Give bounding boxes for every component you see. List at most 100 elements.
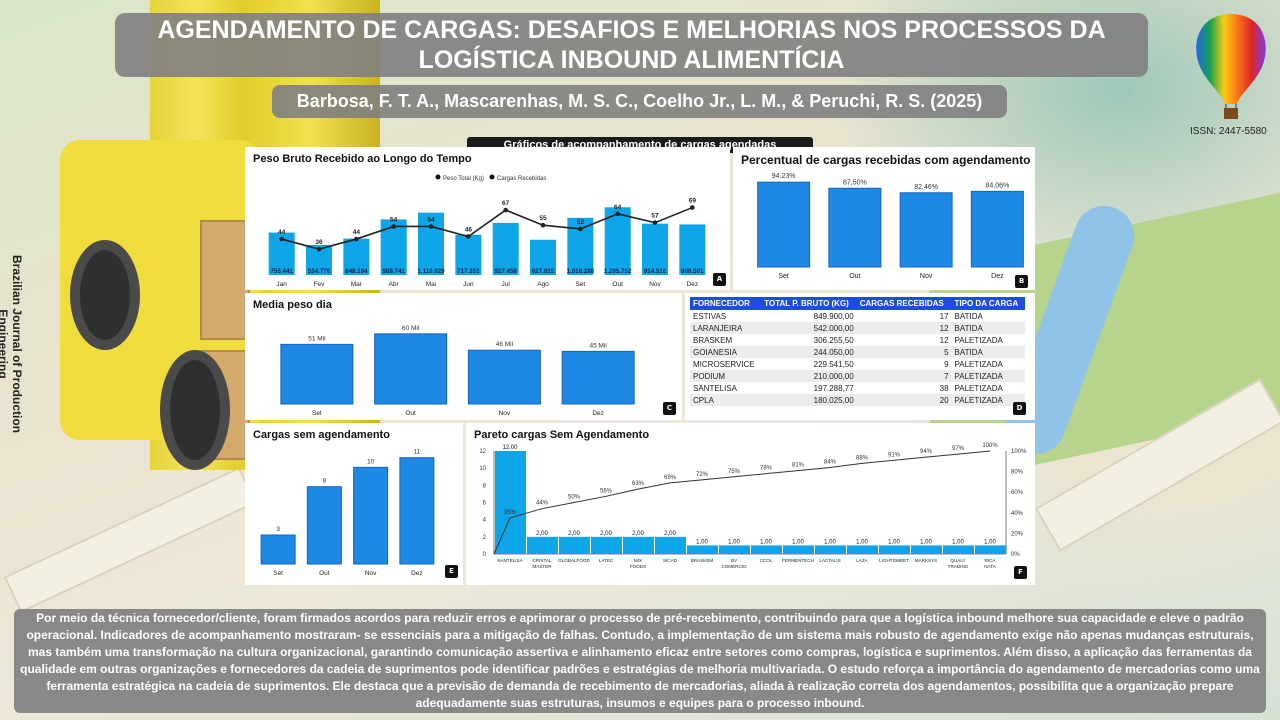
table-cell: 180.025,00 [761, 394, 857, 406]
cumulative-label: 84% [824, 459, 837, 465]
table-cell: 244.050,00 [761, 346, 857, 358]
bar-value-label: 2,00 [600, 531, 612, 537]
y2-tick-label: 60% [1011, 490, 1024, 496]
cumulative-label: 88% [856, 455, 869, 461]
cumulative-label: 81% [792, 463, 805, 469]
table-cell: 12 [856, 322, 952, 334]
x-tick-label: Out [849, 273, 860, 280]
legend-label: Peso Total (Kg) [443, 176, 484, 182]
chart-c-title: Media peso dia [253, 299, 332, 311]
x-tick-label: Dez [991, 273, 1004, 280]
bar-set [757, 181, 811, 268]
table-header-cell[interactable]: TIPO DA CARGA [951, 297, 1025, 310]
cumulative-label: 91% [888, 452, 901, 458]
panel-tag-b: B [1015, 275, 1028, 288]
bar-out [306, 486, 342, 565]
line-value-label: 44 [278, 229, 286, 236]
line-point [428, 224, 434, 229]
x-tick-label: Nov [365, 570, 377, 577]
x-tick-label: Out [405, 410, 416, 417]
y2-tick-label: 0% [1011, 552, 1020, 558]
table-row: PODIUM 210.000,00 7 PALETIZADA [690, 370, 1025, 382]
table-cell: 7 [856, 370, 952, 382]
x-tick-label: LAZA [856, 558, 868, 563]
cumulative-label: 94% [920, 449, 933, 455]
journal-name: Brazilian Journal of Production Engineer… [0, 254, 24, 433]
table-cell: BRASKEM [693, 335, 733, 345]
x-tick-label: LATEC [599, 558, 614, 563]
x-tick-label: CRISTAL [532, 558, 552, 563]
bar-jun [455, 234, 482, 275]
x-tick-label: Nov [499, 410, 511, 417]
bar-value-label: 1,00 [696, 539, 708, 545]
bar-value-label: 989.741 [382, 268, 405, 275]
summary-text: Por meio da técnica fornecedor/cliente, … [14, 609, 1266, 713]
forklift-wheel [160, 350, 230, 470]
bar-value-label: 1,00 [888, 539, 900, 545]
table-cell: CPLA [690, 394, 762, 406]
table-header-cell[interactable]: FORNECEDOR [690, 297, 762, 310]
supplier-table: FORNECEDOR TOTAL P. BRUTO (KG) CARGAS RECE… [690, 297, 1025, 406]
line-value-label: 64 [614, 204, 622, 211]
bar-value-label: 648.194 [345, 268, 368, 275]
bar-dez [399, 457, 435, 565]
table-cell: 17 [939, 311, 949, 321]
table-row: MICROSERVICE 229.541,50 9 PALETIZADA [690, 358, 1025, 370]
cumulative-label: 50% [568, 495, 581, 501]
x-tick-label: LACTALIS [819, 558, 840, 563]
x-tick-label: GLOBALFOOD [558, 558, 590, 563]
table-row: BRASKEM 306.255,50 12 PALETIZADA [690, 334, 1025, 346]
bar-nov [467, 349, 541, 405]
bar-value-label: 1,00 [984, 539, 996, 545]
bar-value-label: 2,00 [632, 531, 644, 537]
bar-value-label: 1,00 [824, 539, 836, 545]
bar-nov [899, 192, 953, 268]
bar-laza [847, 545, 878, 554]
bar-value-label: 717.351 [457, 268, 480, 275]
x-tick-label: SICAD [663, 558, 678, 563]
bar-value-label: 1.205.752 [604, 268, 632, 275]
bar-mai [418, 212, 444, 275]
line-value-label: 36 [315, 239, 323, 246]
bar-value-label: 927.458 [494, 268, 517, 275]
cumulative-label: 78% [760, 466, 773, 472]
bar-sicad [655, 536, 686, 554]
table-cell: 20 [856, 394, 952, 406]
hot-air-balloon-logo [1196, 14, 1266, 119]
x-tick-label: Out [319, 570, 330, 577]
bar-santelisa [495, 451, 526, 554]
bar-value-label: 1,00 [792, 539, 804, 545]
line-point [652, 220, 658, 225]
cumulative-label: 35% [504, 510, 517, 516]
line-value-label: 46 [465, 227, 473, 234]
table-header-cell[interactable]: CARGAS RECEBIDAS [856, 297, 952, 310]
line-point [316, 246, 322, 252]
line-point [690, 205, 695, 210]
line-point [540, 222, 546, 228]
table-header-cell[interactable]: TOTAL P. BRUTO (KG) [761, 297, 857, 310]
page-title: AGENDAMENTO DE CARGAS: DESAFIOS E MELHOR… [115, 13, 1148, 77]
x-tick-label: RICA [985, 558, 997, 563]
x-tick-label: CCOL [760, 558, 773, 563]
bar-value-label: 1,00 [856, 539, 868, 545]
cumulative-label: 97% [952, 446, 965, 452]
x-tick-label: Dez [411, 570, 423, 577]
bar-value-label: 60 Mil [402, 325, 420, 332]
bar-value-label: 1.110.029 [417, 268, 445, 275]
x-tick-label: Mai [426, 281, 436, 288]
authors-line: Barbosa, F. T. A., Mascarenhas, M. S. C.… [272, 85, 1007, 118]
chart-b-title: Percentual de cargas recebidas com agend… [741, 153, 1031, 167]
table-cell: SANTELISA [693, 383, 738, 393]
bar-out [828, 187, 882, 268]
bar-bv-comercio [719, 545, 750, 554]
bar-value-label: 12,00 [502, 445, 518, 451]
chart-panel-a: Peso Bruto Recebido ao Longo do Tempo Pe… [245, 147, 730, 290]
table-cell: BATIDA [951, 322, 1025, 334]
table-cell: ESTIVAS [693, 311, 727, 321]
table-row: GOIANESIA 244.050,00 5 BATIDA [690, 346, 1025, 358]
table-cell: 210.000,00 [761, 370, 857, 382]
table-row: SANTELISA 197.288,77 38 PALETIZADA [690, 382, 1025, 394]
bar-nov [642, 223, 668, 275]
bar-out [604, 207, 631, 275]
chart-e-title: Cargas sem agendamento [253, 429, 390, 441]
